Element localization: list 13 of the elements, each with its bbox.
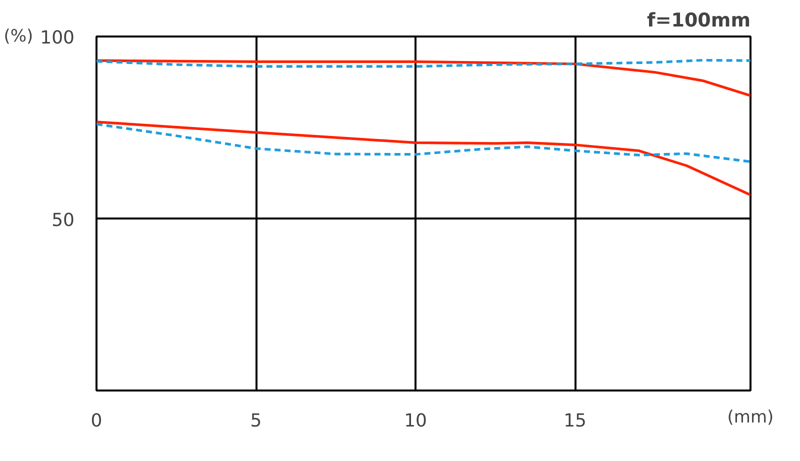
x-axis-title: (mm) — [727, 408, 774, 428]
y-tick-label: 50 — [52, 210, 74, 231]
x-tick-label: 0 — [90, 410, 102, 432]
line-series — [96, 59, 750, 97]
x-tick-label: 10 — [404, 410, 427, 432]
line-series — [96, 122, 750, 163]
y-tick-label: 100 — [40, 28, 75, 48]
chart-title: f=100mm — [647, 10, 751, 32]
line-series — [96, 120, 750, 196]
x-tick-label: 15 — [564, 410, 586, 432]
line-series — [96, 58, 750, 68]
y-axis-title: (%) — [4, 26, 34, 46]
x-tick-label: 5 — [250, 410, 262, 432]
